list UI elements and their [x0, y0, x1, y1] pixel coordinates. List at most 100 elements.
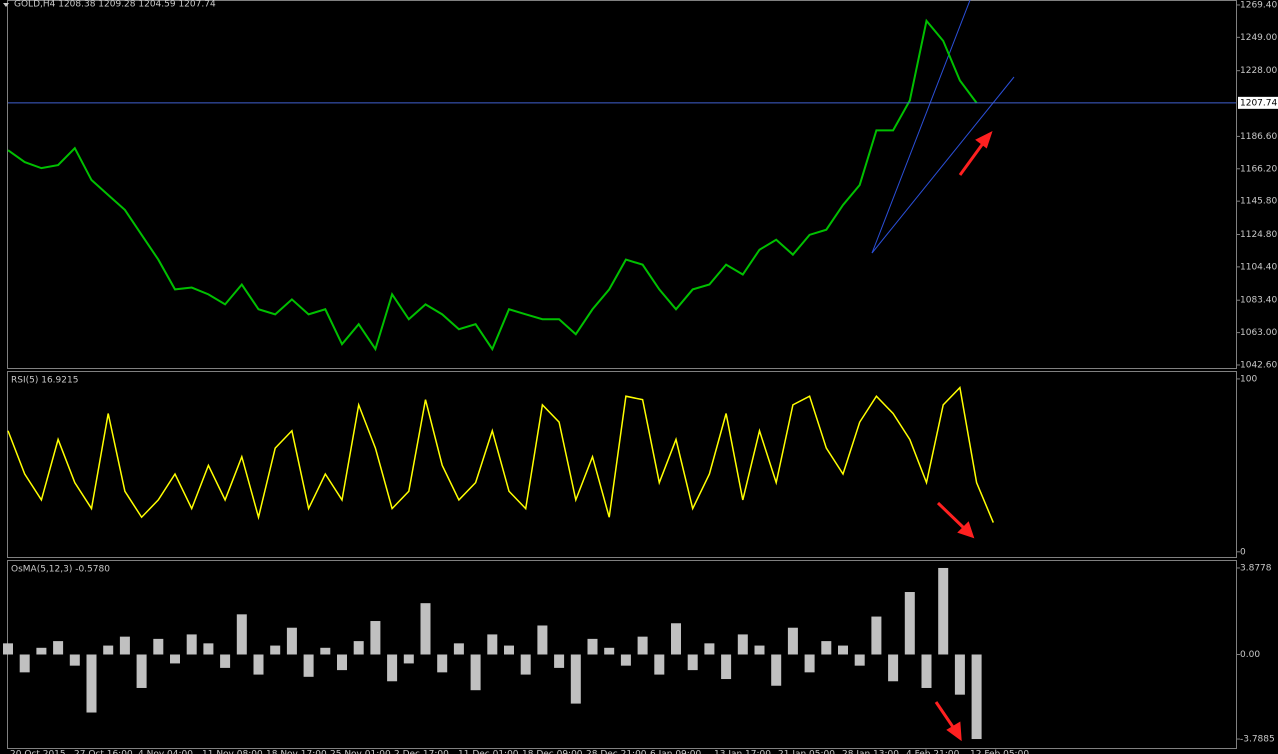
- osma-title: OsMA(5,12,3) -0.5780: [11, 565, 110, 575]
- bar: [370, 621, 381, 655]
- y-tick-label: 1083.40: [1240, 296, 1277, 306]
- bar: [53, 641, 64, 655]
- x-tick-label: 4 Feb 21:00: [906, 750, 960, 754]
- x-tick-label: 6 Jan 09:00: [650, 750, 702, 754]
- bar: [804, 654, 815, 673]
- bar: [888, 654, 899, 682]
- chart-title: GOLD,H4 1208.38 1209.28 1204.59 1207.74: [14, 0, 216, 10]
- y-tick-label: 1104.40: [1240, 262, 1277, 272]
- arrow: [958, 141, 986, 176]
- bar: [504, 645, 514, 655]
- y-tick-label: 1042.60: [1240, 360, 1277, 370]
- y-tick-label: 1063.00: [1240, 328, 1277, 338]
- arrow: [934, 701, 957, 731]
- bar: [654, 654, 665, 675]
- bar: [687, 654, 698, 671]
- bar: [704, 643, 715, 655]
- x-tick-label: 20 Oct 2015: [10, 750, 66, 754]
- bar: [487, 634, 498, 655]
- bar: [220, 654, 231, 668]
- arrow-head: [975, 131, 993, 149]
- bar: [437, 654, 448, 673]
- bar: [236, 614, 247, 655]
- bar: [420, 603, 431, 655]
- x-tick-label: 18 Dec 09:00: [522, 750, 583, 754]
- y-tick-label: 1269.40: [1240, 0, 1277, 10]
- series-line: [7, 18, 978, 352]
- x-tick-label: 25 Nov 01:00: [330, 750, 391, 754]
- bar: [270, 645, 281, 655]
- bar: [938, 567, 949, 655]
- arrow-head: [946, 721, 962, 742]
- y-tick-label: 1249.00: [1240, 33, 1277, 43]
- x-tick-label: 11 Nov 08:00: [202, 750, 263, 754]
- x-tick-label: 2 Dec 17:00: [394, 750, 449, 754]
- x-tick-label: 28 Jan 13:00: [842, 750, 899, 754]
- channel-line: [871, 76, 1015, 254]
- arrow: [936, 501, 968, 532]
- bar: [136, 654, 147, 688]
- bar: [854, 654, 865, 666]
- y-tick-label: 1228.00: [1240, 66, 1277, 76]
- x-tick-label: 13 Jan 17:00: [714, 750, 771, 754]
- series-line: [7, 385, 994, 523]
- bar: [36, 647, 47, 655]
- y-tick-label: -3.7885: [1240, 735, 1275, 745]
- bar: [103, 645, 114, 655]
- bar: [904, 592, 915, 655]
- bar: [353, 641, 364, 655]
- channel-line: [871, 0, 971, 254]
- bar: [838, 645, 848, 655]
- y-tick-label: 0: [1240, 547, 1246, 557]
- y-tick-label: 1186.60: [1240, 132, 1277, 142]
- bar: [620, 654, 631, 666]
- bar: [637, 636, 648, 655]
- bar: [821, 641, 832, 655]
- x-tick-label: 28 Dec 21:00: [586, 750, 647, 754]
- bar: [153, 638, 164, 655]
- bar: [19, 654, 30, 673]
- bar: [69, 654, 80, 666]
- y-tick-label: 0.00: [1240, 650, 1260, 660]
- x-tick-label: 27 Oct 16:00: [74, 750, 133, 754]
- x-tick-label: 4 Nov 04:00: [138, 750, 193, 754]
- bar: [570, 654, 581, 704]
- x-tick-label: 18 Nov 17:00: [266, 750, 327, 754]
- rsi-pane: [7, 371, 1237, 558]
- rsi-title: RSI(5) 16.9215: [11, 376, 78, 386]
- bar: [871, 616, 882, 655]
- bar: [721, 654, 732, 680]
- bar: [921, 654, 932, 688]
- bar: [554, 654, 565, 668]
- bar: [737, 634, 748, 655]
- bar: [337, 654, 347, 671]
- bar: [453, 643, 464, 655]
- bar: [86, 654, 97, 713]
- bar: [170, 654, 180, 664]
- y-tick-label: 1145.80: [1240, 197, 1277, 207]
- y-tick-label: 3.8778: [1240, 563, 1272, 573]
- bar: [971, 654, 982, 740]
- bar: [954, 654, 965, 695]
- y-tick-label: 1166.20: [1240, 164, 1277, 174]
- bar: [203, 643, 214, 655]
- menu-icon[interactable]: [3, 3, 9, 7]
- bar: [754, 645, 765, 655]
- bar: [470, 654, 481, 691]
- price-box: [1238, 96, 1278, 109]
- bar: [671, 623, 681, 655]
- bar: [771, 654, 782, 686]
- bar: [119, 636, 130, 655]
- bar: [604, 647, 615, 655]
- bar: [787, 627, 798, 655]
- x-tick-label: 21 Jan 05:00: [778, 750, 835, 754]
- bar: [303, 654, 314, 677]
- bar: [320, 647, 331, 655]
- y-tick-label: 1124.80: [1240, 230, 1277, 240]
- x-tick-label: 11 Dec 01:00: [458, 750, 519, 754]
- bar: [387, 654, 398, 682]
- bar: [537, 625, 548, 655]
- bar: [286, 627, 297, 655]
